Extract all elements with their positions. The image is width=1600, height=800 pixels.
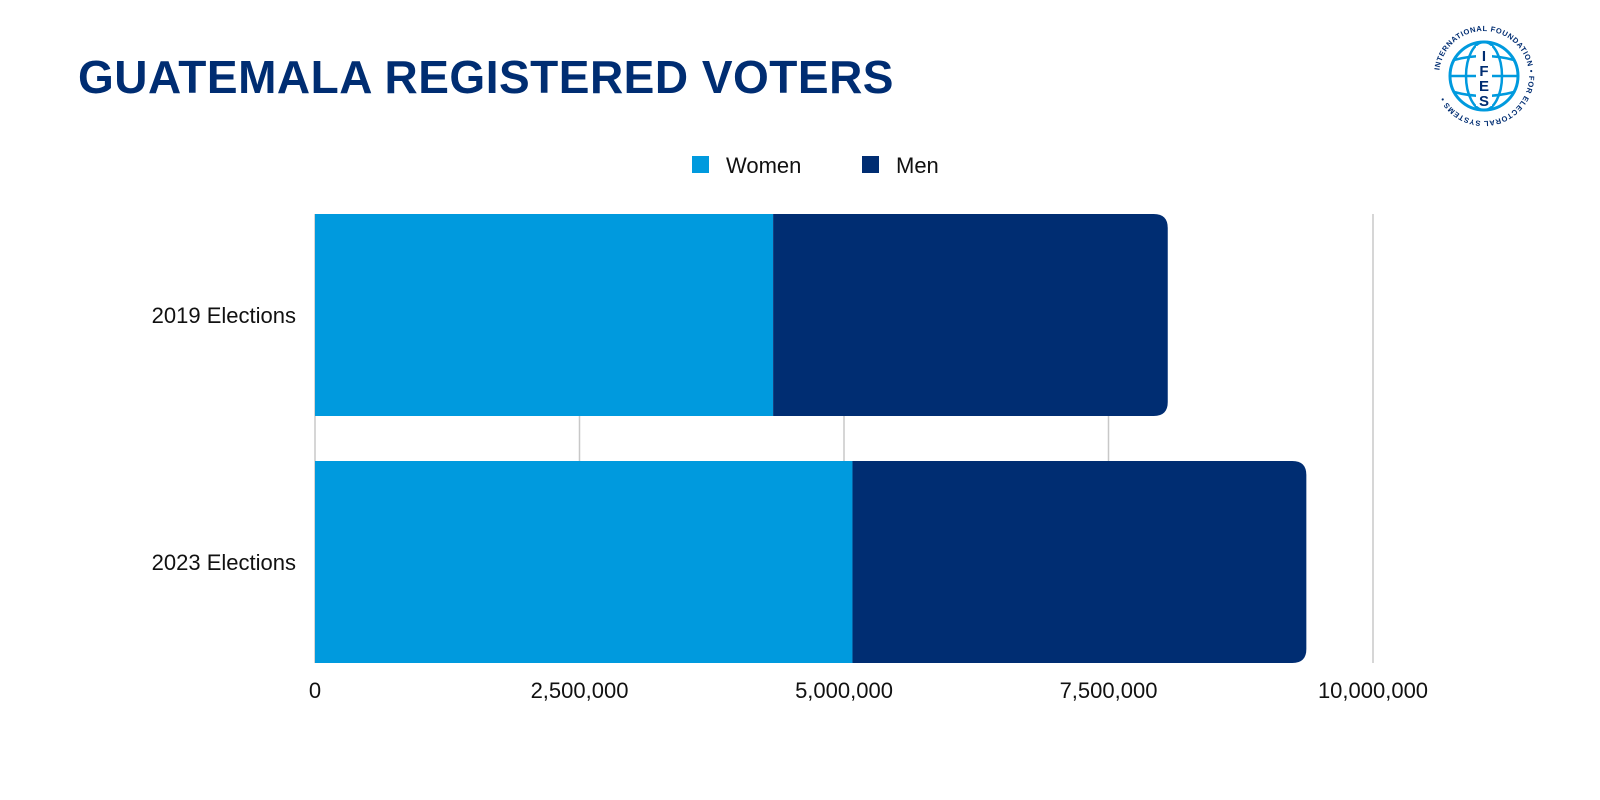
x-tick-label: 2,500,000 (531, 678, 629, 703)
svg-text:E: E (1479, 78, 1489, 95)
legend-label: Men (896, 153, 939, 178)
x-tick-label: 7,500,000 (1060, 678, 1158, 703)
svg-text:I: I (1482, 48, 1486, 65)
svg-text:S: S (1479, 93, 1489, 110)
ifes-logo: INTERNATIONAL FOUNDATION • FOR ELECTORAL… (1432, 24, 1535, 128)
legend-swatch-men (862, 156, 879, 173)
x-tick-label: 5,000,000 (795, 678, 893, 703)
bar-women (315, 461, 853, 663)
chart-title: GUATEMALA REGISTERED VOTERS (78, 51, 894, 103)
category-label: 2019 Elections (152, 303, 296, 328)
category-label: 2023 Elections (152, 550, 296, 575)
svg-text:F: F (1479, 63, 1488, 80)
bar-women (315, 214, 774, 416)
legend-swatch-women (692, 156, 709, 173)
bar-men (773, 214, 1168, 416)
legend-label: Women (726, 153, 801, 178)
x-tick-label: 10,000,000 (1318, 678, 1428, 703)
x-tick-label: 0 (309, 678, 321, 703)
bar-men (852, 461, 1307, 663)
